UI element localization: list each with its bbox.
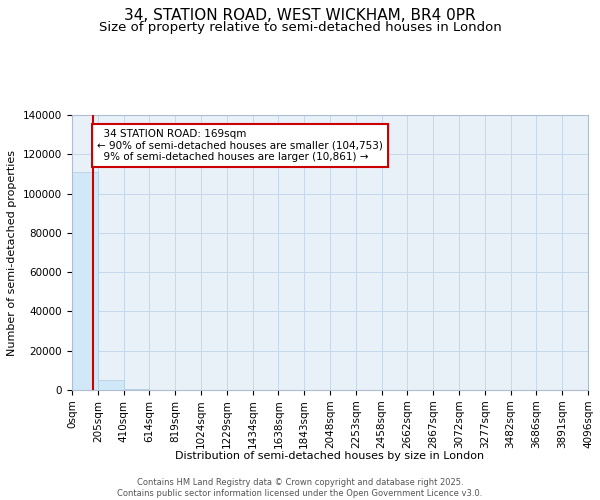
Text: 34, STATION ROAD, WEST WICKHAM, BR4 0PR: 34, STATION ROAD, WEST WICKHAM, BR4 0PR [124, 8, 476, 22]
Text: 34 STATION ROAD: 169sqm
← 90% of semi-detached houses are smaller (104,753)
  9%: 34 STATION ROAD: 169sqm ← 90% of semi-de… [97, 128, 383, 162]
Text: Size of property relative to semi-detached houses in London: Size of property relative to semi-detach… [98, 21, 502, 34]
Bar [124, 389, 149, 390]
Bar [98, 380, 124, 390]
Y-axis label: Number of semi-detached properties: Number of semi-detached properties [7, 150, 17, 356]
Text: Contains HM Land Registry data © Crown copyright and database right 2025.
Contai: Contains HM Land Registry data © Crown c… [118, 478, 482, 498]
Bar [72, 172, 98, 390]
X-axis label: Distribution of semi-detached houses by size in London: Distribution of semi-detached houses by … [175, 451, 485, 461]
